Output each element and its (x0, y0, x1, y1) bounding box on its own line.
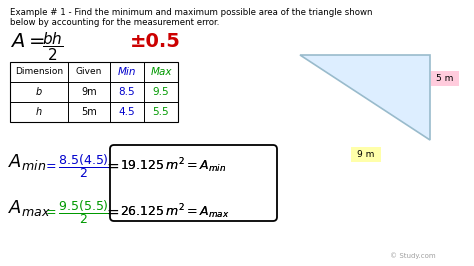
Text: 4.5: 4.5 (118, 107, 135, 117)
Text: ±0.5: ±0.5 (130, 32, 181, 51)
Text: 5.5: 5.5 (153, 107, 169, 117)
Text: Max: Max (150, 67, 172, 77)
Text: $19.125\,m^2 = \mathit{A}_{min}$: $19.125\,m^2 = \mathit{A}_{min}$ (120, 157, 226, 175)
Text: =: = (106, 205, 119, 219)
Text: $26.125\,m^2 = \mathit{A}_{max}$: $26.125\,m^2 = \mathit{A}_{max}$ (120, 203, 229, 221)
Bar (10, 62, 178, 122)
Text: Min: Min (118, 67, 136, 77)
Text: $=\dfrac{8.5(4.5)}{2}$: $=\dfrac{8.5(4.5)}{2}$ (43, 152, 110, 180)
Text: Example # 1 - Find the minimum and maximum possible area of the triangle shown: Example # 1 - Find the minimum and maxim… (10, 8, 373, 17)
Text: below by accounting for the measurement error.: below by accounting for the measurement … (10, 18, 219, 27)
Text: Dimension: Dimension (15, 68, 63, 77)
Text: 9 m: 9 m (357, 150, 374, 159)
Text: $19.125\,m^2 = \mathit{A}_{min}$: $19.125\,m^2 = \mathit{A}_{min}$ (120, 157, 226, 175)
Polygon shape (300, 55, 430, 140)
Text: $=\dfrac{9.5(5.5)}{2}$: $=\dfrac{9.5(5.5)}{2}$ (43, 198, 110, 226)
FancyBboxPatch shape (431, 71, 459, 86)
Text: 5 m: 5 m (436, 74, 454, 83)
FancyBboxPatch shape (110, 145, 277, 221)
Text: 9.5: 9.5 (153, 87, 169, 97)
FancyBboxPatch shape (113, 148, 274, 184)
Text: b: b (36, 87, 42, 97)
Text: 5m: 5m (81, 107, 97, 117)
FancyBboxPatch shape (351, 147, 381, 162)
Text: $\dfrac{bh}{2}$: $\dfrac{bh}{2}$ (42, 30, 64, 63)
Text: © Study.com: © Study.com (390, 252, 436, 259)
Text: 8.5: 8.5 (118, 87, 135, 97)
Text: $26.125\,m^2 = \mathit{A}_{max}$: $26.125\,m^2 = \mathit{A}_{max}$ (120, 203, 229, 221)
Text: $\mathit{A}=$: $\mathit{A}=$ (10, 32, 45, 51)
Text: =: = (106, 159, 119, 173)
Text: $\mathit{A}_{max}$: $\mathit{A}_{max}$ (8, 198, 51, 218)
Text: Given: Given (76, 68, 102, 77)
FancyBboxPatch shape (113, 178, 274, 216)
Text: $\mathit{A}_{min}$: $\mathit{A}_{min}$ (8, 152, 46, 172)
Text: 9m: 9m (81, 87, 97, 97)
Text: h: h (36, 107, 42, 117)
